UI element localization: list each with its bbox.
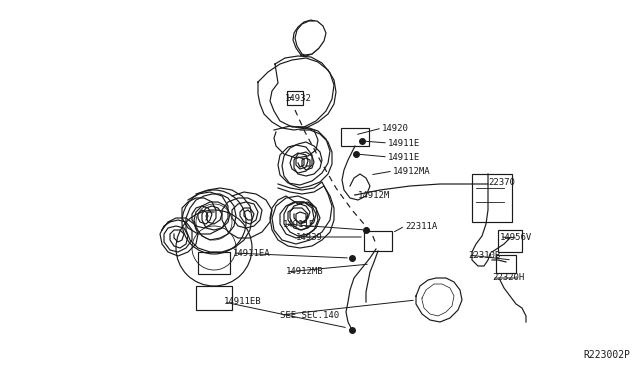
Text: 14912MA: 14912MA (393, 167, 431, 176)
Bar (364, 231, 392, 251)
Bar (341, 128, 369, 146)
Bar (472, 174, 512, 222)
Bar (198, 252, 230, 274)
Text: 14911E: 14911E (283, 219, 316, 228)
Bar (287, 91, 303, 105)
Text: 14956V: 14956V (500, 232, 532, 241)
Text: 14911E: 14911E (388, 138, 420, 148)
Text: 14911E: 14911E (388, 153, 420, 161)
Text: 14911EB: 14911EB (224, 298, 262, 307)
Text: 14939: 14939 (296, 232, 323, 241)
Text: 14920: 14920 (382, 124, 409, 132)
Text: SEE SEC.140: SEE SEC.140 (280, 311, 339, 320)
Bar (498, 230, 522, 252)
Text: 22320H: 22320H (492, 273, 524, 282)
Text: 14912M: 14912M (358, 190, 390, 199)
Text: 22311A: 22311A (405, 221, 437, 231)
Bar (196, 286, 232, 310)
Polygon shape (295, 21, 326, 55)
Text: 14911EA: 14911EA (233, 248, 271, 257)
Text: 14912MB: 14912MB (286, 267, 324, 276)
Text: 22310B: 22310B (468, 250, 500, 260)
Bar (496, 255, 516, 273)
Text: 14932: 14932 (285, 93, 312, 103)
Text: 22370: 22370 (488, 177, 515, 186)
Text: R223002P: R223002P (583, 350, 630, 360)
